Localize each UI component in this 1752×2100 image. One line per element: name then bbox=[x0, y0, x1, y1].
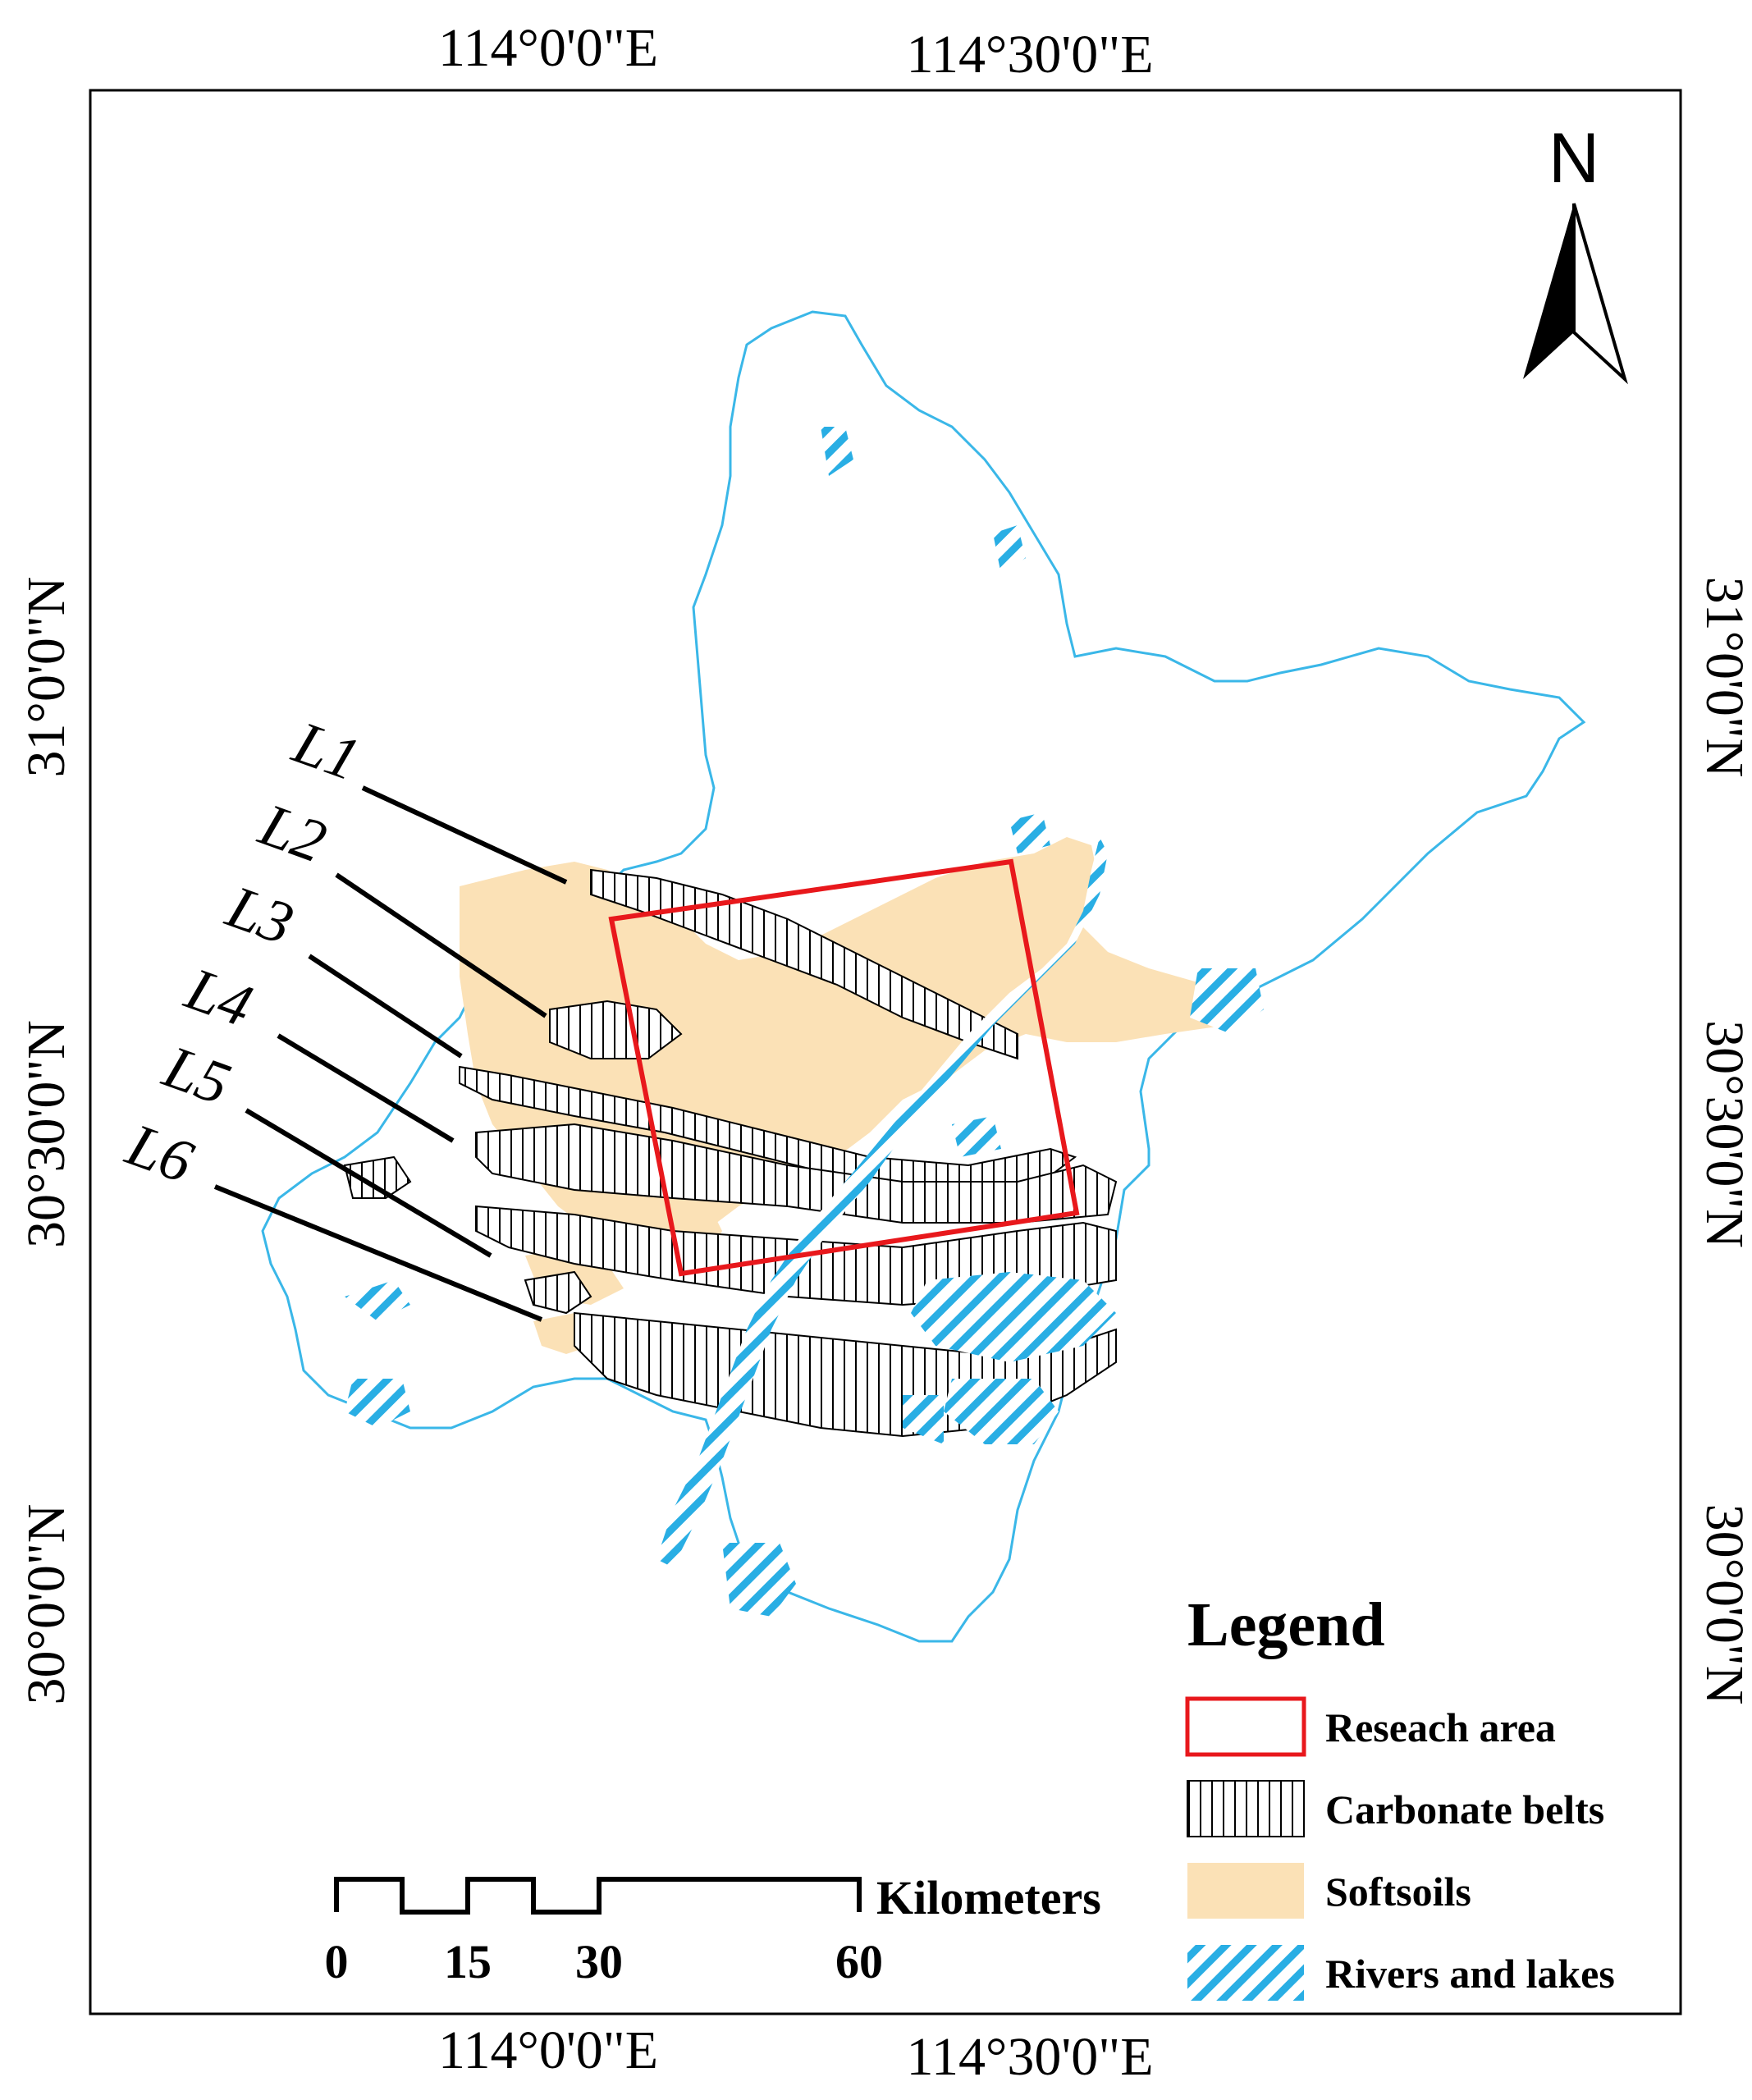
scale-tick-0: 0 bbox=[325, 1935, 349, 1988]
research-area-outline bbox=[608, 858, 1080, 1277]
legend-title: Legend bbox=[1187, 1590, 1385, 1659]
graticule-top-2: 114°30'0"E bbox=[906, 25, 1153, 85]
graticule-labels: 114°0'0"E 114°30'0"E 114°0'0"E 114°30'0"… bbox=[16, 18, 1752, 2087]
leader-l5 bbox=[245, 1108, 492, 1258]
rivers-lakes-layer bbox=[345, 427, 1264, 1617]
river-main bbox=[656, 837, 1108, 1567]
graticule-left-2: 30°30'0"N bbox=[16, 1020, 76, 1248]
scale-tick-30: 30 bbox=[575, 1935, 623, 1988]
north-arrow-dark-half bbox=[1523, 204, 1574, 379]
graticule-right-2: 30°30'0"N bbox=[1695, 1020, 1752, 1248]
graticule-top-1: 114°0'0"E bbox=[438, 18, 658, 78]
legend-swatch-water bbox=[1187, 1945, 1304, 2001]
carbonate-belt-l1 bbox=[590, 868, 1018, 1060]
graticule-bottom-2: 114°30'0"E bbox=[906, 2027, 1153, 2087]
carbonate-belt-l4 bbox=[475, 1123, 1118, 1224]
north-label: N bbox=[1548, 119, 1599, 198]
scale-tick-15: 15 bbox=[444, 1935, 492, 1988]
scale-bar: Kilometers 0 15 30 60 bbox=[325, 1871, 1101, 1988]
carbonate-belt-l3 bbox=[459, 1065, 1077, 1192]
leader-l6 bbox=[213, 1184, 543, 1322]
scale-bar-line bbox=[334, 1877, 862, 1915]
lake-east bbox=[1190, 968, 1264, 1034]
north-arrow: N bbox=[1523, 119, 1628, 385]
legend-swatch-research bbox=[1185, 1696, 1306, 1757]
leader-l4 bbox=[277, 1033, 455, 1143]
graticule-right-3: 30°0'0"N bbox=[1695, 1504, 1752, 1705]
legend-swatch-softsoils bbox=[1187, 1863, 1304, 1919]
leader-l2 bbox=[335, 872, 547, 1018]
line-leaders bbox=[213, 785, 568, 1322]
legend-label-carbonate: Carbonate belts bbox=[1325, 1787, 1604, 1832]
map-body: L1 L2 L3 L4 L5 L6 bbox=[117, 310, 1586, 1643]
graticule-right-1: 31°0'0"N bbox=[1695, 577, 1752, 778]
scale-tick-60: 60 bbox=[835, 1935, 883, 1988]
leader-l3 bbox=[308, 954, 463, 1059]
leader-l1 bbox=[361, 785, 568, 885]
graticule-left-3: 30°0'0"N bbox=[16, 1504, 76, 1705]
legend-label-softsoils: Softsoils bbox=[1325, 1869, 1471, 1915]
legend-label-research: Reseach area bbox=[1325, 1704, 1556, 1750]
carbonate-belt-l2 bbox=[549, 1000, 683, 1059]
legend-swatch-carbonate bbox=[1187, 1780, 1305, 1837]
legend: Legend Reseach area Carbonate belts Soft… bbox=[1185, 1590, 1615, 2001]
graticule-bottom-1: 114°0'0"E bbox=[438, 2020, 658, 2080]
scale-unit: Kilometers bbox=[876, 1871, 1101, 1924]
graticule-left-1: 31°0'0"N bbox=[16, 577, 76, 778]
north-arrow-light-half bbox=[1572, 203, 1628, 385]
legend-label-water: Rivers and lakes bbox=[1325, 1951, 1615, 1997]
